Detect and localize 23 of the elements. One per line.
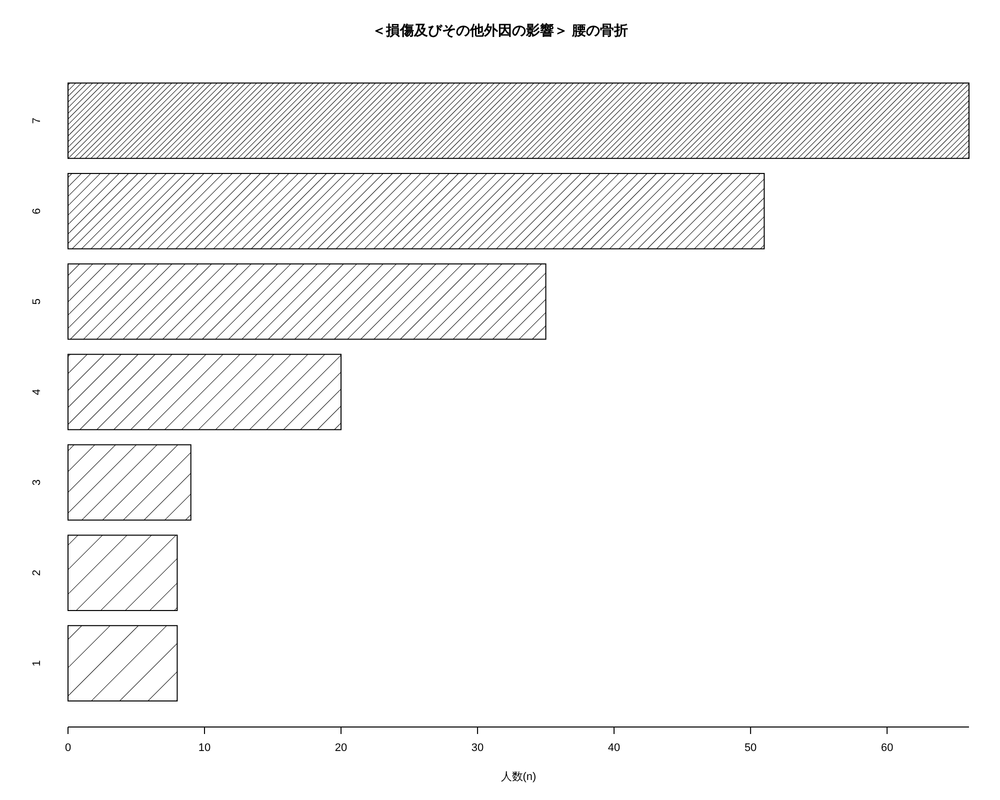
bar: [68, 82, 970, 159]
bar: [68, 625, 178, 702]
bar: [68, 263, 546, 340]
x-tick-label: 60: [880, 742, 894, 754]
y-tick-label: 7: [31, 118, 43, 124]
bar: [68, 172, 765, 250]
x-tick-label: 40: [608, 742, 620, 754]
y-tick-label: 4: [31, 388, 43, 396]
bar: [68, 444, 192, 521]
x-axis-title: 人数(n): [500, 771, 536, 783]
y-tick-label: 1: [31, 660, 43, 666]
y-tick-label: 5: [31, 298, 43, 305]
x-tick-label: 50: [744, 742, 757, 754]
y-tick-label: 2: [31, 570, 43, 576]
x-tick-label: 20: [334, 742, 348, 754]
bar: [68, 354, 342, 430]
x-tick-label: 0: [64, 742, 72, 754]
y-tick-label: 3: [31, 479, 43, 486]
bar: [68, 534, 178, 612]
x-tick-label: 30: [471, 742, 484, 754]
x-tick-label: 10: [198, 742, 211, 754]
chart-title: ＜損傷及びその他外因の影響＞ 腰の骨折: [372, 22, 628, 38]
y-tick-label: 6: [31, 208, 43, 214]
